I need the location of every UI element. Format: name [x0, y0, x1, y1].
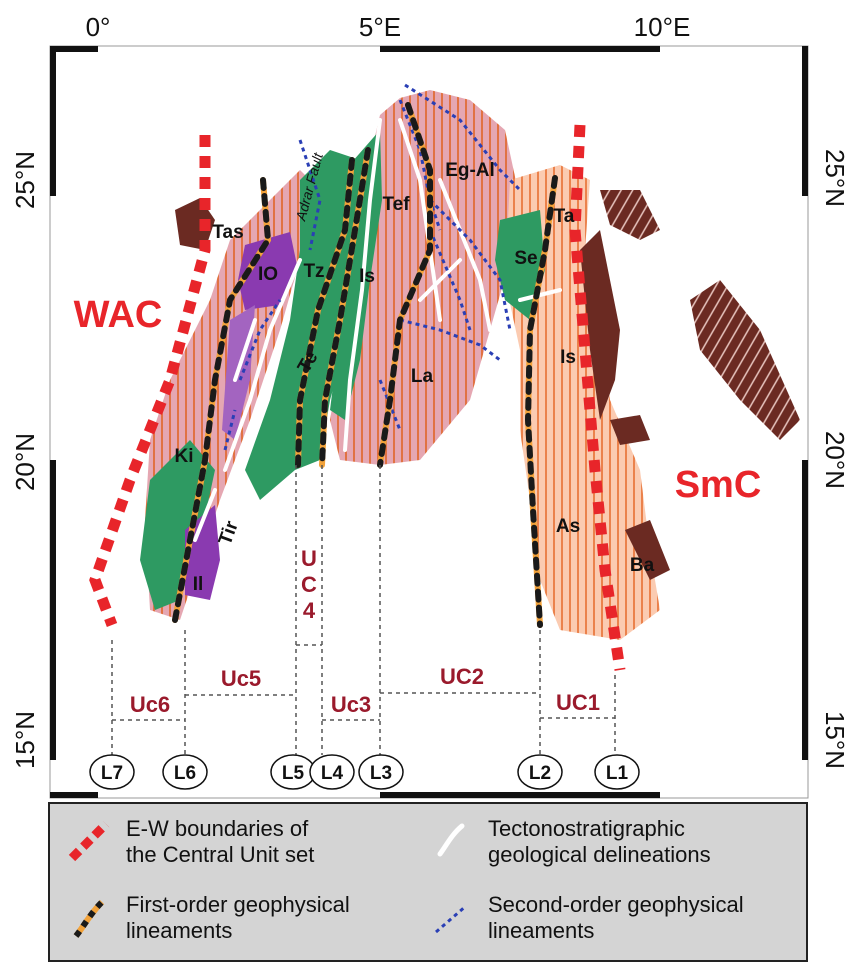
lineament-label-l3: L3	[370, 763, 392, 784]
lineament-l5: L5	[270, 754, 316, 790]
left-tick-15n: 15°N	[10, 711, 40, 769]
terrane-label-tz: Tz	[303, 261, 324, 282]
craton-label-wac: WAC	[74, 294, 163, 336]
legend-item-tectono: Tectonostratigraphic geological delineat…	[426, 816, 711, 868]
terrane-label-tef: Tef	[382, 194, 410, 215]
terrane-label-as: As	[556, 516, 580, 537]
terrane-green-se	[495, 210, 545, 320]
top-tick-0: 0°	[86, 12, 111, 42]
lineament-l2: L2	[517, 754, 563, 790]
legend-first-line1: First-order geophysical	[126, 892, 350, 917]
legend-item-ew-boundaries: E-W boundaries of the Central Unit set	[64, 816, 314, 868]
terrane-labels: Tas IO Tz Is Tef Eg-Al Ta Se Is La Te Ki…	[175, 160, 655, 595]
legend-ew-line1: E-W boundaries of	[126, 816, 309, 841]
right-tick-15n: 15°N	[820, 711, 850, 769]
tectono-delineations	[193, 118, 562, 542]
terrane-label-io: IO	[258, 264, 278, 285]
lineament-label-l4: L4	[321, 763, 344, 784]
lineament-l4: L4	[309, 754, 355, 790]
right-tick-20n: 20°N	[820, 431, 850, 489]
terrane-brown-ne	[600, 190, 660, 240]
east-boundary	[569, 124, 626, 671]
map-legend: E-W boundaries of the Central Unit set T…	[48, 802, 808, 962]
right-tick-25n: 25°N	[820, 149, 850, 207]
lineament-label-l7: L7	[101, 763, 123, 784]
first-order-lineaments	[172, 102, 558, 628]
terrane-green-tz	[245, 150, 365, 500]
terrane-label-il: Il	[193, 574, 204, 595]
legend-tectono-line1: Tectonostratigraphic	[488, 816, 685, 841]
unit-label-uc5: Uc5	[221, 666, 261, 691]
unit-labels: Uc6 Uc5 Uc3 UC2 UC1	[130, 664, 600, 717]
terrane-label-ba: Ba	[630, 555, 655, 576]
lineament-l6: L6	[162, 754, 208, 790]
ew-boundaries	[89, 124, 626, 671]
unit-label-uc6: Uc6	[130, 692, 170, 717]
left-tick-20n: 20°N	[10, 433, 40, 491]
unit-label-uc4-part: 4	[303, 598, 316, 623]
terrane-label-ki: Ki	[175, 446, 194, 467]
legend-ew-line2: the Central Unit set	[126, 842, 315, 867]
legend-item-second-order: Second-order geophysical lineaments	[426, 892, 744, 944]
craton-label-smc: SmC	[675, 464, 762, 506]
terrane-label-is-east: Is	[560, 347, 576, 368]
top-tick-5e: 5°E	[359, 12, 401, 42]
terrane-brown-far-east	[690, 280, 800, 440]
red-dashed-line-icon	[68, 820, 110, 862]
geological-map: 0° 5°E 10°E 25°N 20°N 15°N 25°N 20°N 15°…	[10, 12, 850, 799]
terrane-label-ta: Ta	[554, 206, 575, 227]
terrane-brown-se	[610, 415, 650, 445]
blue-dotted-line-icon	[435, 904, 467, 934]
legend-second-line1: Second-order geophysical	[488, 892, 744, 917]
lineament-label-l5: L5	[282, 763, 305, 784]
unit-label-uc4-part: C	[301, 572, 317, 597]
legend-item-first-order: First-order geophysical lineaments	[64, 892, 350, 944]
lineament-markers: L7 L6 L5 L4 L3 L2 L1	[89, 754, 640, 790]
unit-label-uc1: UC1	[556, 690, 600, 715]
lineament-label-l1: L1	[606, 763, 629, 784]
top-tick-10e: 10°E	[634, 12, 691, 42]
lineament-l7: L7	[89, 754, 135, 790]
unit-label-uc3: Uc3	[331, 692, 371, 717]
terrane-purple-io	[238, 232, 298, 310]
unit-label-uc4-part: U	[301, 546, 317, 571]
terrane-label-eg-al: Eg-Al	[445, 160, 495, 181]
lineament-drop-lines	[111, 465, 616, 755]
terrane-label-se: Se	[514, 248, 537, 269]
terrane-green-ki	[140, 440, 215, 610]
black-orange-dashed-line-icon	[73, 899, 105, 938]
left-tick-25n: 25°N	[10, 151, 40, 209]
terrane-label-is-west: Is	[359, 266, 375, 287]
legend-first-line2: lineaments	[126, 918, 233, 943]
lineament-l3: L3	[358, 754, 404, 790]
unit-label-uc2: UC2	[440, 664, 484, 689]
lineament-l1: L1	[594, 754, 640, 790]
terrane-brown-ba	[625, 520, 670, 580]
west-boundary	[89, 135, 211, 627]
terrane-salmon-east	[505, 165, 660, 640]
legend-tectono-line2: geological delineations	[488, 842, 711, 867]
terrane-brown-east	[580, 230, 620, 420]
lineament-label-l2: L2	[529, 763, 551, 784]
terrane-label-tas: Tas	[212, 222, 243, 243]
terrane-brown-west	[175, 198, 215, 250]
frame-border-ticks	[50, 46, 808, 798]
terrane-label-la: La	[411, 366, 434, 387]
legend-second-line2: lineaments	[488, 918, 595, 943]
lineament-label-l6: L6	[174, 763, 196, 784]
white-line-icon	[437, 823, 465, 857]
